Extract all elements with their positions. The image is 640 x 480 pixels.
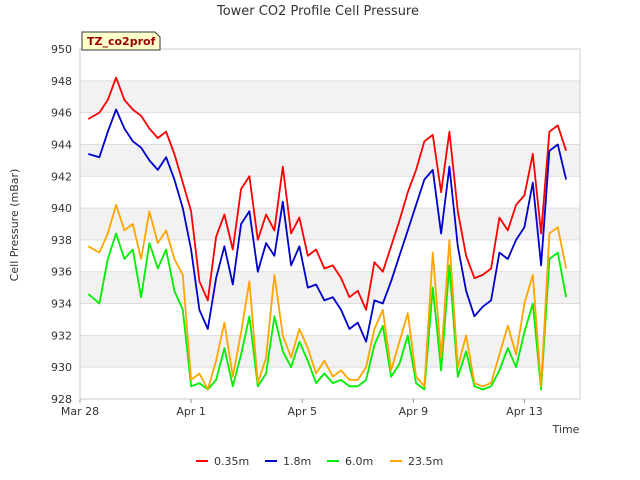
- y-tick-label: 936: [51, 266, 72, 279]
- y-tick-label: 934: [51, 298, 72, 311]
- y-axis-ticks: 928 930 932 934 936 938 940 942 944 946 948 950: [51, 43, 72, 406]
- grid-band: [80, 335, 580, 368]
- x-tick-label: Apr 1: [176, 405, 206, 418]
- site-badge: TZ_co2prof: [81, 31, 161, 51]
- grid-band: [80, 112, 580, 145]
- chart-title: Tower CO2 Profile Cell Pressure: [216, 4, 419, 19]
- plot-background: [80, 49, 580, 399]
- y-tick-label: 950: [51, 43, 72, 56]
- legend: 0.35m 1.8m 6.0m 23.5m: [196, 455, 443, 468]
- y-tick-label: 942: [51, 170, 72, 183]
- y-axis-label: Cell Pressure (mBar): [8, 169, 21, 282]
- y-tick-label: 928: [51, 393, 72, 406]
- series-line-0.35m: [87, 76, 567, 311]
- y-tick-label: 932: [51, 329, 72, 342]
- grid-band: [80, 176, 580, 209]
- legend-label: 23.5m: [408, 455, 443, 468]
- x-axis-ticks: Mar 28 Apr 1 Apr 5 Apr 9 Apr 13: [61, 399, 543, 418]
- y-tick-label: 930: [51, 361, 72, 374]
- y-tick-label: 944: [51, 138, 72, 151]
- y-tick-label: 948: [51, 75, 72, 88]
- series-line-1.8m: [88, 108, 567, 343]
- y-tick-label: 940: [51, 202, 72, 215]
- badge-label: TZ_co2prof: [87, 35, 156, 48]
- series-line-23.5m: [87, 203, 567, 391]
- x-axis-label: Time: [552, 423, 580, 436]
- badge-box: [81, 31, 161, 51]
- grid-band: [80, 303, 580, 336]
- legend-label: 0.35m: [214, 455, 249, 468]
- x-tick-label: Apr 9: [399, 405, 429, 418]
- grid-band: [80, 80, 580, 113]
- plot-frame: [79, 48, 581, 400]
- y-tick-label: 946: [51, 107, 72, 120]
- grid-band: [80, 49, 580, 81]
- y-tick-label: 938: [51, 234, 72, 247]
- x-tick-label: Apr 5: [287, 405, 317, 418]
- x-tick-label: Mar 28: [61, 405, 99, 418]
- legend-label: 6.0m: [345, 455, 373, 468]
- x-tick-label: Apr 13: [506, 405, 543, 418]
- series-line-6.0m: [87, 232, 567, 391]
- series-lines: [87, 76, 567, 391]
- legend-label: 1.8m: [283, 455, 311, 468]
- grid-band: [80, 144, 580, 177]
